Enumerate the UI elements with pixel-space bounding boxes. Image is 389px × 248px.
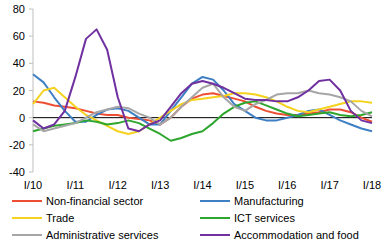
x-tick-label: I/12	[109, 179, 127, 191]
y-tick	[29, 144, 33, 145]
series-line	[33, 84, 372, 132]
legend-swatch	[12, 200, 42, 202]
y-tick-label: 0	[19, 112, 25, 124]
y-tick-label: -20	[9, 139, 25, 151]
legend-swatch	[200, 217, 230, 219]
y-tick	[29, 117, 33, 118]
y-tick	[29, 172, 33, 173]
legend-swatch	[12, 234, 42, 236]
legend-swatch	[200, 200, 230, 202]
y-tick-label: 20	[13, 85, 25, 97]
plot-lines	[33, 29, 372, 140]
x-tick-label: I/11	[67, 179, 85, 191]
y-tick-label: 40	[13, 57, 25, 69]
series-line	[33, 29, 372, 131]
series-line	[33, 74, 372, 131]
x-tick-label: I/16	[278, 179, 296, 191]
x-tick-label: I/14	[193, 179, 211, 191]
x-tick-label: I/15	[236, 179, 254, 191]
legend-swatch	[12, 217, 42, 219]
y-tick-label: 80	[13, 3, 25, 15]
series-line	[33, 101, 372, 140]
chart: -40 -20 0 20 40 60 80 I/10 I/11 I/12 I/13 I/14 I/15 I…	[0, 0, 389, 248]
y-tick	[29, 90, 33, 91]
legend-label: Non-financial sector	[46, 195, 144, 207]
x-tick-label: I/17	[320, 179, 338, 191]
legend-label: ICT services	[234, 212, 295, 224]
legend-swatch	[200, 234, 230, 236]
series-line	[33, 88, 372, 134]
legend-label: Accommodation and food	[234, 229, 359, 241]
legend-label: Trade	[46, 212, 74, 224]
x-tick-label: I/13	[151, 179, 169, 191]
x-tick-label: I/18	[363, 179, 381, 191]
y-tick-label: -40	[9, 166, 25, 178]
legend-label: Administrative services	[46, 229, 159, 241]
y-tick	[29, 36, 33, 37]
y-tick	[29, 9, 33, 10]
y-tick-label: 60	[13, 30, 25, 42]
y-tick	[29, 63, 33, 64]
x-tick-label: I/10	[24, 179, 42, 191]
legend-label: Manufacturing	[234, 195, 304, 207]
